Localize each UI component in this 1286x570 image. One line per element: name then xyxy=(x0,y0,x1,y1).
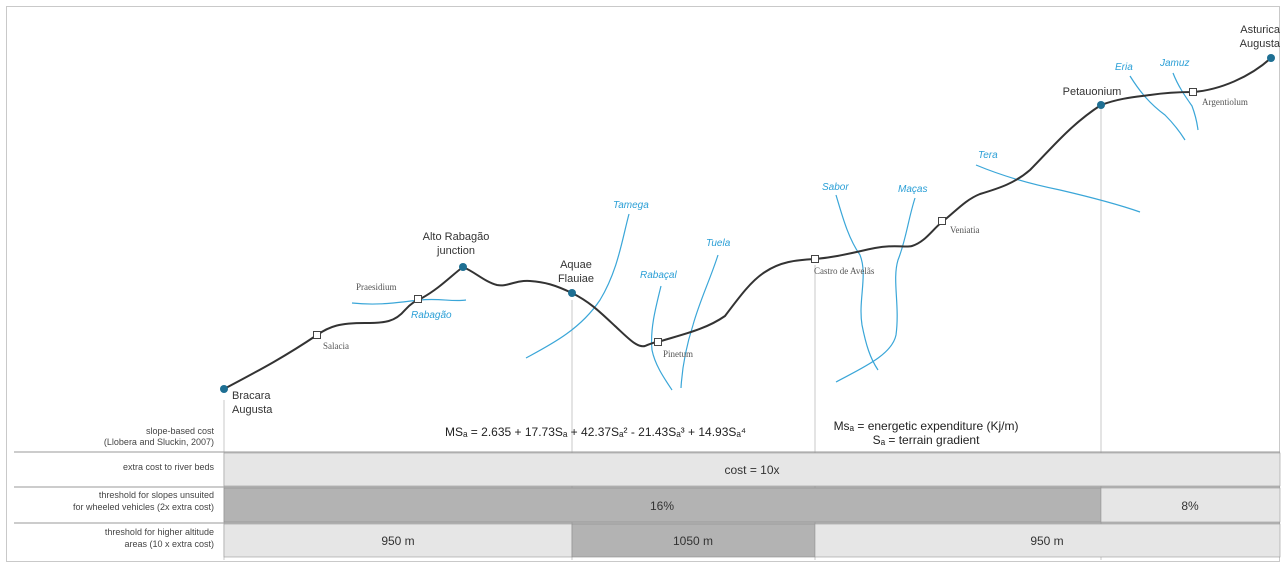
label-asturica-2: Augusta xyxy=(1240,38,1281,50)
label-river-tamega: Tamega xyxy=(613,200,649,211)
label-bracara-2: Augusta xyxy=(232,404,273,416)
station-marker-argentiolum xyxy=(1189,88,1197,96)
label-river-sabor: Sabor xyxy=(822,182,849,193)
label-river-eria: Eria xyxy=(1115,62,1133,73)
label-castro: Castro de Avelãs xyxy=(814,266,875,276)
label-river-macas: Maças xyxy=(898,184,927,195)
route-line xyxy=(223,57,1272,390)
label-aquae-2: Flauiae xyxy=(558,273,594,285)
row-label-river: extra cost to river beds xyxy=(123,462,215,472)
label-alto-2: junction xyxy=(436,245,475,257)
river-sabor xyxy=(835,194,879,371)
label-river-rabagao: Rabagão xyxy=(411,310,452,321)
label-alto-1: Alto Rabagão xyxy=(423,231,490,243)
row-label-slope-1: slope-based cost xyxy=(146,426,215,436)
label-river-tera: Tera xyxy=(978,150,998,161)
node-alto-rabagao xyxy=(459,263,467,271)
river-jamuz xyxy=(1172,72,1199,131)
node-bracara xyxy=(220,385,228,393)
river-tera xyxy=(975,164,1141,213)
station-markers xyxy=(313,88,1197,346)
station-marker-veniatia xyxy=(938,217,946,225)
cell-alt-950-a-text: 950 m xyxy=(381,534,414,548)
label-salacia: Salacia xyxy=(323,341,349,351)
cell-slope-16-text: 16% xyxy=(650,499,674,513)
label-veniatia: Veniatia xyxy=(950,225,980,235)
label-bracara-1: Bracara xyxy=(232,390,271,402)
cell-alt-1050-text: 1050 m xyxy=(673,534,713,548)
label-pinetum: Pinetum xyxy=(663,349,693,359)
row-separators xyxy=(14,451,1280,524)
cell-alt-950-a xyxy=(223,523,573,558)
cell-slope-16 xyxy=(223,487,1102,523)
row-label-altitude-1: threshold for higher altitude xyxy=(105,527,214,537)
station-marker-pinetum xyxy=(654,338,662,346)
label-praesidium: Praesidium xyxy=(356,282,397,292)
station-marker-castro xyxy=(811,255,819,263)
label-petauonium: Petauonium xyxy=(1063,86,1122,98)
row-label-slope-2: (Llobera and Sluckin, 2007) xyxy=(104,437,214,447)
cell-alt-1050 xyxy=(571,523,816,558)
label-asturica-1: Asturica xyxy=(1240,24,1281,36)
row-label-altitude-2: areas (10 x extra cost) xyxy=(124,539,214,549)
label-river-tuela: Tuela xyxy=(706,238,731,249)
slope-cost-formula: MSₐ = 2.635 + 17.73Sₐ + 42.37Sₐ² - 21.43… xyxy=(445,425,746,439)
river-eria xyxy=(1129,75,1186,141)
river-macas xyxy=(835,197,916,383)
cell-river-cost xyxy=(223,452,1281,487)
cell-slope-8-text: 8% xyxy=(1181,499,1199,513)
node-petauonium xyxy=(1097,101,1105,109)
cell-river-cost-text: cost = 10x xyxy=(724,463,779,477)
figure-frame xyxy=(6,6,1280,562)
label-aquae-1: Aquae xyxy=(560,259,592,271)
label-river-rabacal: Rabaçal xyxy=(640,270,677,281)
label-argentiolum: Argentiolum xyxy=(1202,97,1248,107)
station-marker-praesidium xyxy=(414,295,422,303)
station-marker-salacia xyxy=(313,331,321,339)
cell-alt-950-b xyxy=(814,523,1281,558)
main-nodes xyxy=(220,54,1275,393)
river-tamega xyxy=(525,213,630,359)
node-aquae-flauiae xyxy=(568,289,576,297)
river-rabacal xyxy=(650,285,673,391)
node-asturica xyxy=(1267,54,1275,62)
river-tuela xyxy=(680,254,719,389)
row-label-threshold-1: threshold for slopes unsuited xyxy=(99,490,214,500)
rivers xyxy=(351,72,1199,391)
cell-slope-8 xyxy=(1100,487,1281,523)
cell-alt-950-b-text: 950 m xyxy=(1030,534,1063,548)
formula-legend-ms: Msₐ = energetic expenditure (Kj/m) xyxy=(834,419,1019,433)
label-river-jamuz: Jamuz xyxy=(1159,58,1189,69)
formula-legend-s: Sₐ = terrain gradient xyxy=(873,433,981,447)
row-label-threshold-2: for wheeled vehicles (2x extra cost) xyxy=(73,502,214,512)
river-rabagao xyxy=(351,298,467,305)
